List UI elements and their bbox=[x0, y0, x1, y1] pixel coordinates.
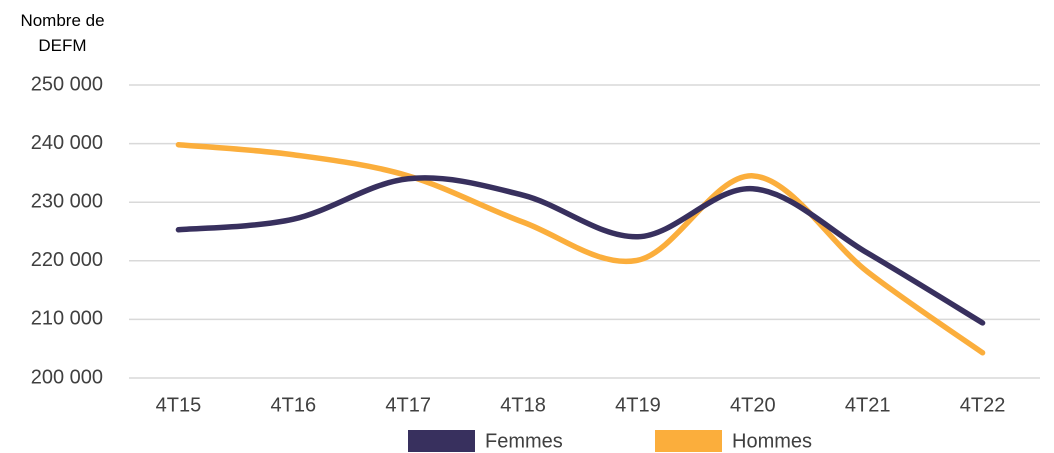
y-axis-label: Nombre de DEFM bbox=[20, 11, 105, 55]
x-tick-label: 4T15 bbox=[156, 394, 202, 416]
y-tick-label: 240 000 bbox=[31, 132, 103, 154]
y-tick-label: 230 000 bbox=[31, 190, 103, 212]
legend-label: Hommes bbox=[732, 430, 812, 452]
y-tick-label: 220 000 bbox=[31, 249, 103, 271]
line-series bbox=[175, 175, 986, 326]
x-tick-label: 4T22 bbox=[960, 394, 1006, 416]
y-tick-label: 200 000 bbox=[31, 366, 103, 388]
legend-label: Femmes bbox=[485, 430, 563, 452]
y-tick-label: 250 000 bbox=[31, 73, 103, 95]
legend-swatch bbox=[655, 430, 722, 452]
x-tick-label: 4T21 bbox=[845, 394, 891, 416]
y-tick-label: 210 000 bbox=[31, 308, 103, 330]
x-tick-label: 4T16 bbox=[271, 394, 317, 416]
x-tick-label: 4T17 bbox=[385, 394, 431, 416]
legend-swatch bbox=[408, 430, 475, 452]
x-tick-label: 4T20 bbox=[730, 394, 776, 416]
x-tick-label: 4T18 bbox=[500, 394, 546, 416]
x-tick-label: 4T19 bbox=[615, 394, 661, 416]
line-series bbox=[175, 142, 986, 356]
